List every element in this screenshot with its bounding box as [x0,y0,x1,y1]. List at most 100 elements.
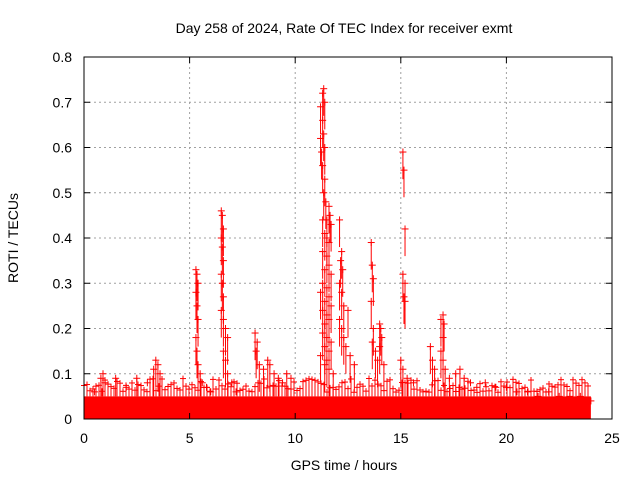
data-point [368,338,376,370]
data-point [566,392,574,400]
data-point [524,388,532,396]
data-point [492,383,500,391]
data-point [202,383,210,391]
data-point [224,370,232,397]
data-point [270,370,278,397]
data-point [101,379,109,387]
data-point [346,352,354,383]
data-point [452,370,460,397]
data-point [466,379,474,387]
data-point [154,361,162,392]
data-point [232,388,240,396]
data-point [325,365,333,397]
data-point [344,306,352,338]
data-point [99,370,107,397]
data-point [266,361,274,392]
x-tick-label: 0 [80,430,88,446]
data-point [317,352,325,383]
data-point [399,148,407,180]
plot-frame [83,56,613,420]
data-point [219,315,227,347]
data-point [368,261,376,293]
data-point [196,370,204,397]
data-point [409,379,417,387]
data-point [378,334,386,365]
y-tick-labels: 0 0.1 0.2 0.3 0.4 0.5 0.6 0.7 0.8 [53,49,73,427]
x-tick-label: 5 [186,430,194,446]
data-point [376,343,384,374]
data-point [321,361,329,392]
y-tick-label: 0.2 [53,321,73,337]
x-tick-labels: 0 5 10 15 20 25 [80,430,620,446]
data-point [143,379,151,387]
noise-band-fill [84,396,591,419]
data-point [283,370,291,397]
y-tick-label: 0.4 [53,230,73,246]
data-point [336,279,344,311]
y-tick-label: 0 [64,411,72,427]
data-point [367,297,375,329]
data-point [156,370,164,397]
data-point [380,361,388,392]
data-point [251,329,259,361]
data-point [112,374,120,397]
x-axis-title: GPS time / hours [291,457,398,473]
data-point [274,374,282,397]
grid-layer [84,57,612,419]
data-point [534,392,542,400]
data-point [350,361,358,392]
data-point [319,279,327,311]
y-tick-label: 0.5 [53,185,73,201]
data-point [481,379,489,387]
data-point [441,365,449,397]
data-point [91,388,99,396]
data-point [217,306,225,338]
data-point [194,315,202,347]
data-point [228,379,236,387]
data-point [340,334,348,365]
data-point [122,383,130,391]
data-point [403,374,411,397]
data-point [336,315,344,347]
data-point [342,343,350,374]
y-tick-label: 0.1 [53,366,73,382]
data-point [437,347,445,379]
data-point [321,98,329,130]
x-tick-label: 15 [393,430,409,446]
data-point [218,279,226,311]
data-point [338,248,346,279]
data-point [336,216,344,248]
x-tick-label: 20 [499,430,515,446]
y-tick-label: 0.7 [53,94,73,110]
data-point [327,338,335,370]
data-point [397,356,405,388]
data-point [445,374,453,397]
data-point [255,361,263,392]
data-point [319,248,327,279]
data-point [428,356,436,388]
data-point [193,270,201,302]
data-point [576,392,584,400]
data-point [545,388,553,396]
data-point [317,288,325,320]
data-point [460,374,468,397]
x-tick-label: 25 [604,430,620,446]
y-tick-label: 0.6 [53,140,73,156]
data-point [371,347,379,379]
data-point [400,293,408,324]
data-point [194,361,202,392]
y-tick-label: 0.8 [53,49,73,65]
data-point [440,320,448,352]
data-point [400,166,408,198]
data-point [219,225,227,257]
data-point [320,85,328,116]
data-point [252,347,260,379]
data-point [555,392,563,400]
data-point [513,388,521,396]
data-point [502,383,510,391]
data-point [260,365,268,397]
data-point [439,356,447,388]
data-point [218,243,226,275]
ticks-layer [83,56,613,420]
